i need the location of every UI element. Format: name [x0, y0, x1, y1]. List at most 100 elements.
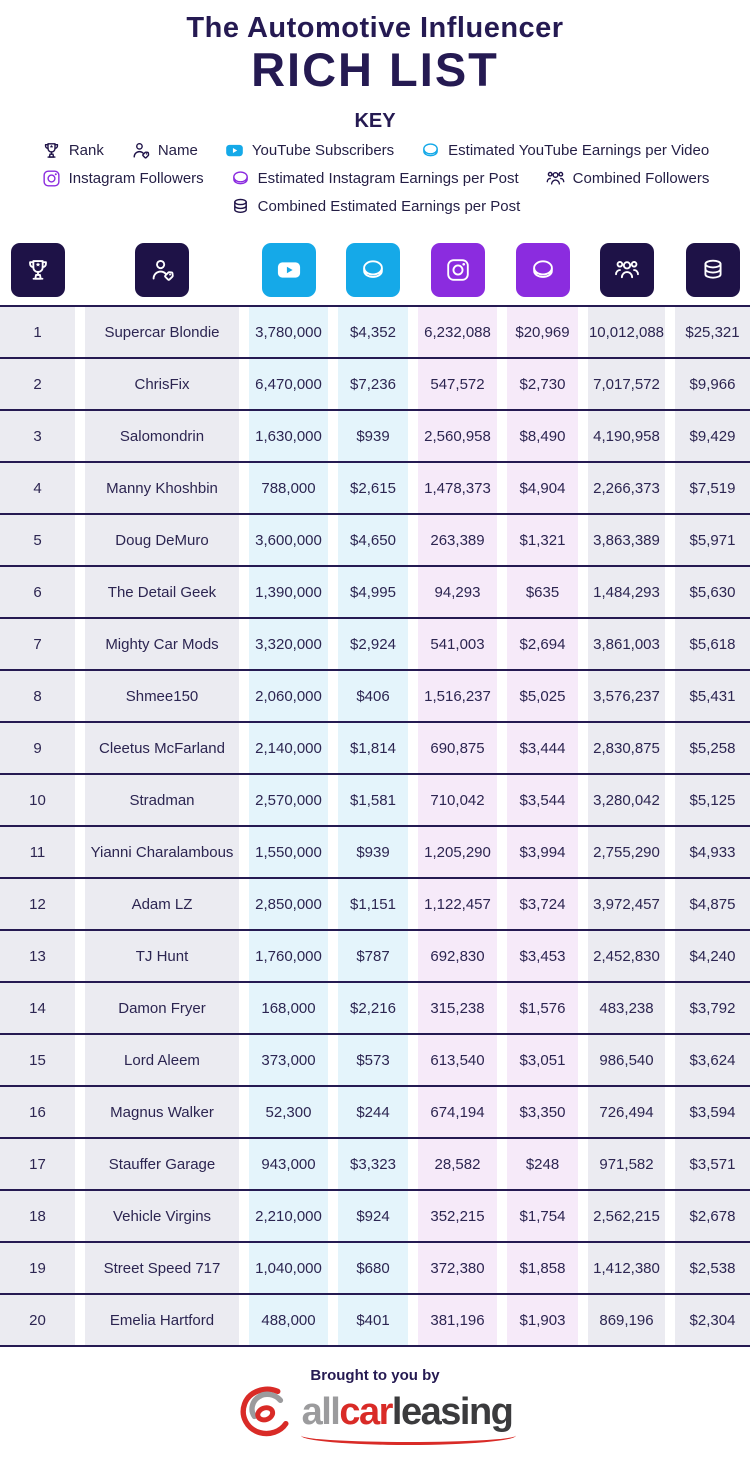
cell-name: The Detail Geek	[85, 567, 239, 618]
cell-instagram-earnings-per-post: $8,490	[507, 411, 578, 462]
youtube-icon	[275, 256, 303, 284]
key-label: Rank	[68, 142, 104, 160]
key-label: Instagram Followers	[68, 170, 204, 188]
table-row: 12 Adam LZ 2,850,000 $1,151 1,122,457 $3,724 3…	[0, 877, 750, 930]
cell-combined-earnings-per-post: $2,538	[675, 1243, 750, 1294]
cell-youtube-earnings-per-video: $939	[338, 411, 408, 462]
cell-combined-followers: 4,190,958	[588, 411, 665, 462]
cell-youtube-subscribers: 3,320,000	[249, 619, 328, 670]
cell-youtube-subscribers: 3,780,000	[249, 307, 328, 358]
cell-rank: 17	[0, 1139, 75, 1190]
table-row: 8 Shmee150 2,060,000 $406 1,516,237 $5,025 3,5…	[0, 669, 750, 722]
cell-instagram-followers: 1,516,237	[418, 671, 497, 722]
cell-instagram-followers: 2,560,958	[418, 411, 497, 462]
cell-combined-earnings-per-post: $2,678	[675, 1191, 750, 1242]
cell-rank: 12	[0, 879, 75, 930]
cell-combined-earnings-per-post: $3,594	[675, 1087, 750, 1138]
cell-name: Yianni Charalambous	[85, 827, 239, 878]
cell-name: Magnus Walker	[85, 1087, 239, 1138]
cell-instagram-earnings-per-post: $1,576	[507, 983, 578, 1034]
column-header-youtube-earnings-per-video	[346, 243, 400, 298]
cell-combined-earnings-per-post: $4,875	[675, 879, 750, 930]
cell-combined-followers: 3,280,042	[588, 775, 665, 826]
cell-instagram-earnings-per-post: $3,724	[507, 879, 578, 930]
key-title: KEY	[354, 110, 396, 133]
column-header-youtube-subscribers	[261, 243, 316, 298]
table-row: 9 Cleetus McFarland 2,140,000 $1,814 690,875…	[0, 721, 750, 774]
key-label: Estimated Instagram Earnings per Post	[257, 170, 519, 188]
key-row: Instagram Followers Estimated Instagram E…	[0, 168, 750, 189]
cell-name: Stauffer Garage	[85, 1139, 239, 1190]
cell-instagram-earnings-per-post: $3,350	[507, 1087, 578, 1138]
cell-rank: 15	[0, 1035, 75, 1086]
cell-youtube-earnings-per-video: $2,216	[338, 983, 408, 1034]
column-header-rank	[10, 243, 65, 298]
cell-instagram-earnings-per-post: $248	[507, 1139, 578, 1190]
table-row: 18 Vehicle Virgins 2,210,000 $924 352,215 $1,…	[0, 1189, 750, 1242]
cell-youtube-subscribers: 943,000	[249, 1139, 328, 1190]
cell-combined-followers: 1,484,293	[588, 567, 665, 618]
logo-word-all: all	[301, 1391, 341, 1434]
cell-combined-earnings-per-post: $4,933	[675, 827, 750, 878]
cell-instagram-earnings-per-post: $1,858	[507, 1243, 578, 1294]
cell-youtube-subscribers: 1,040,000	[249, 1243, 328, 1294]
cell-name: Stradman	[85, 775, 239, 826]
table-row: 1 Supercar Blondie 3,780,000 $4,352 6,232,08…	[0, 305, 750, 358]
cell-youtube-earnings-per-video: $2,615	[338, 463, 408, 514]
cell-rank: 13	[0, 931, 75, 982]
cell-rank: 20	[0, 1295, 75, 1346]
cell-youtube-earnings-per-video: $1,151	[338, 879, 408, 930]
cell-instagram-earnings-per-post: $1,321	[507, 515, 578, 566]
cell-instagram-followers: 381,196	[418, 1295, 497, 1346]
cell-rank: 2	[0, 359, 75, 410]
cell-youtube-earnings-per-video: $939	[338, 827, 408, 878]
key-item: Combined Estimated Earnings per Post	[230, 196, 520, 217]
cell-instagram-earnings-per-post: $1,903	[507, 1295, 578, 1346]
cell-youtube-earnings-per-video: $680	[338, 1243, 408, 1294]
cell-combined-followers: 1,412,380	[588, 1243, 665, 1294]
title-line1: The Automotive Influencer	[186, 12, 564, 44]
cell-youtube-subscribers: 6,470,000	[249, 359, 328, 410]
cell-combined-earnings-per-post: $9,429	[675, 411, 750, 462]
cell-instagram-followers: 6,232,088	[418, 307, 497, 358]
cell-rank: 4	[0, 463, 75, 514]
cell-instagram-followers: 547,572	[418, 359, 497, 410]
cell-instagram-followers: 352,215	[418, 1191, 497, 1242]
cell-combined-followers: 3,863,389	[588, 515, 665, 566]
key-label: Combined Followers	[572, 170, 710, 188]
cell-instagram-followers: 1,122,457	[418, 879, 497, 930]
table-row: 3 Salomondrin 1,630,000 $939 2,560,958 $8,490…	[0, 409, 750, 462]
logo-swoosh	[301, 1426, 517, 1446]
column-header-instagram-earnings-per-post	[515, 243, 570, 298]
coin-icon	[529, 256, 557, 284]
column-header-instagram-followers	[430, 243, 485, 298]
key-item: Rank	[41, 140, 104, 161]
cell-name: Damon Fryer	[85, 983, 239, 1034]
cell-name: Adam LZ	[85, 879, 239, 930]
cell-combined-followers: 2,562,215	[588, 1191, 665, 1242]
logo-word-leasing: leasing	[391, 1391, 514, 1434]
cell-instagram-followers: 613,540	[418, 1035, 497, 1086]
footer: Brought to you by allcarleasing	[0, 1367, 750, 1446]
coin-icon	[230, 168, 251, 189]
table-row: 5 Doug DeMuro 3,600,000 $4,650 263,389 $1,321…	[0, 513, 750, 566]
cell-name: Doug DeMuro	[85, 515, 239, 566]
key-rows: Rank Name YouTube Subscribers Estimated You…	[0, 140, 750, 217]
cell-instagram-followers: 541,003	[418, 619, 497, 670]
column-header-combined-earnings-per-post	[685, 243, 740, 298]
cell-youtube-earnings-per-video: $401	[338, 1295, 408, 1346]
allcarleasing-logo: allcarleasing	[238, 1386, 517, 1446]
table-row: 13 TJ Hunt 1,760,000 $787 692,830 $3,453 2,452…	[0, 929, 750, 982]
cell-rank: 16	[0, 1087, 75, 1138]
key-label: Name	[157, 142, 198, 160]
cell-combined-followers: 726,494	[588, 1087, 665, 1138]
cell-combined-earnings-per-post: $9,966	[675, 359, 750, 410]
cell-combined-earnings-per-post: $5,431	[675, 671, 750, 722]
cell-combined-earnings-per-post: $2,304	[675, 1295, 750, 1346]
cell-combined-followers: 2,266,373	[588, 463, 665, 514]
cell-youtube-subscribers: 2,210,000	[249, 1191, 328, 1242]
cell-instagram-earnings-per-post: $3,051	[507, 1035, 578, 1086]
table-row: 7 Mighty Car Mods 3,320,000 $2,924 541,003 $2…	[0, 617, 750, 670]
table-row: 10 Stradman 2,570,000 $1,581 710,042 $3,544 3,…	[0, 773, 750, 826]
cell-youtube-subscribers: 2,140,000	[249, 723, 328, 774]
